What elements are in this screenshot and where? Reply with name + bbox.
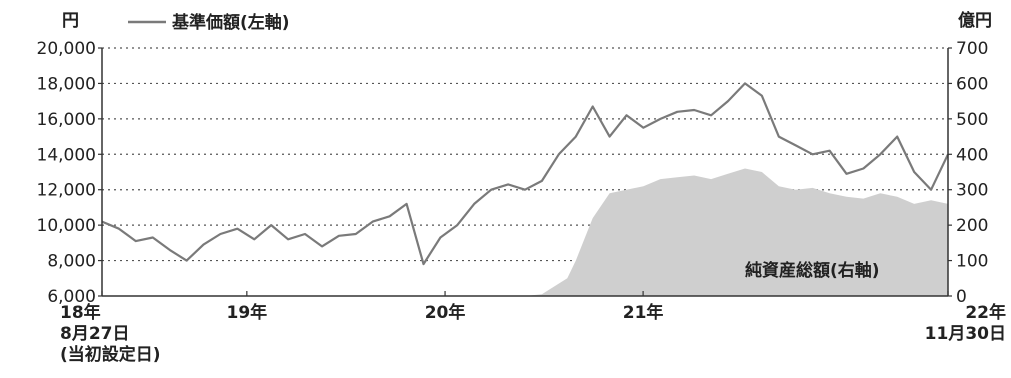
left-unit-label: 円 xyxy=(62,11,79,31)
right-tick-label: 600 xyxy=(956,74,988,94)
legend-label-nav: 基準価額(左軸) xyxy=(171,12,290,33)
x-tick-label: 18年 xyxy=(60,302,101,323)
right-unit-label: 億円 xyxy=(958,10,992,31)
left-tick-label: 16,000 xyxy=(37,110,96,130)
left-tick-label: 10,000 xyxy=(37,216,96,236)
left-tick-label: 6,000 xyxy=(47,287,96,307)
x-tick-label: 11月30日 xyxy=(925,324,1006,344)
right-tick-label: 700 xyxy=(956,39,988,59)
net-assets-area-layer xyxy=(102,168,948,296)
nav-line-layer xyxy=(101,82,949,266)
x-tick-label: 20年 xyxy=(425,302,466,323)
labels: 円 億円 基準価額(左軸) 純資産総額(右軸) xyxy=(62,10,992,281)
left-tick-label: 14,000 xyxy=(37,145,96,165)
x-tick-label: 8月27日 xyxy=(60,324,130,344)
x-tick-label: 22年 xyxy=(965,302,1006,323)
left-tick-label: 18,000 xyxy=(37,74,96,94)
right-tick-label: 100 xyxy=(956,252,988,272)
x-tick-label: 21年 xyxy=(623,302,664,323)
axes: 20,000 700 18,000 600 16,000 500 14,000 400 12,0… xyxy=(37,39,1006,365)
right-tick-label: 200 xyxy=(956,216,988,236)
right-tick-label: 400 xyxy=(956,145,988,165)
area-label-net-assets: 純資産総額(右軸) xyxy=(745,260,880,281)
left-tick-label: 8,000 xyxy=(47,252,96,272)
nav-line xyxy=(101,82,949,266)
left-tick-label: 12,000 xyxy=(37,181,96,201)
x-tick-label: 19年 xyxy=(226,302,267,323)
x-tick-label: (当初設定日) xyxy=(60,344,161,365)
net-assets-area xyxy=(102,168,948,296)
right-tick-label: 500 xyxy=(956,110,988,130)
left-tick-label: 20,000 xyxy=(37,39,96,59)
right-tick-label: 0 xyxy=(956,287,967,307)
right-tick-label: 300 xyxy=(956,181,988,201)
